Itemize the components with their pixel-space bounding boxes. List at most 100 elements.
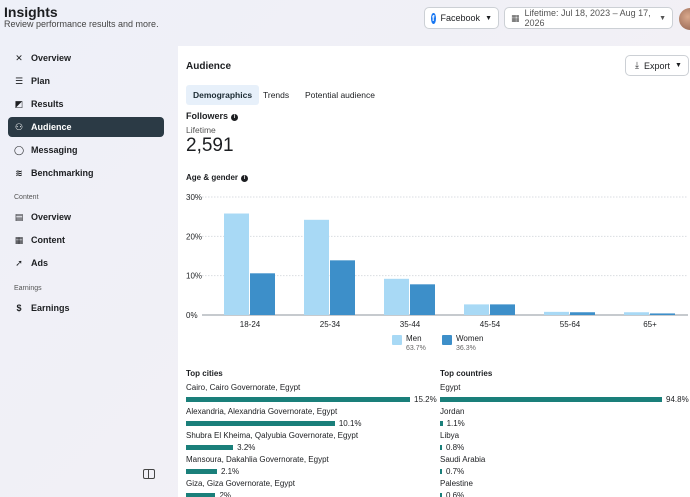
sidebar-item-label: Benchmarking bbox=[31, 168, 94, 178]
list-item-bar-row: 15.2% bbox=[186, 395, 437, 404]
x-tick-label: 55-64 bbox=[560, 320, 581, 329]
list-item-pct: 3.2% bbox=[237, 443, 256, 452]
date-range-label: Lifetime: Jul 18, 2023 – Aug 17, 2026 bbox=[524, 8, 651, 28]
plan-icon: ☰ bbox=[14, 75, 24, 86]
bar-men-55-64[interactable] bbox=[544, 311, 569, 315]
sidebar-item-overview[interactable]: ✕ Overview bbox=[8, 48, 164, 68]
overview-icon: ✕ bbox=[15, 52, 23, 63]
list-item: Mansoura, Dakahlia Governorate, Egypt 2.1… bbox=[186, 455, 329, 479]
sidebar-collapse-icon[interactable] bbox=[143, 469, 155, 479]
sidebar-item-label: Earnings bbox=[31, 303, 70, 313]
followers-count: 2,591 bbox=[186, 135, 234, 156]
sidebar-item-label: Plan bbox=[31, 76, 51, 86]
export-button[interactable]: ⤓ Export ▼ bbox=[625, 55, 689, 76]
tab-potential-audience[interactable]: Potential audience bbox=[305, 90, 375, 100]
age-gender-label: Age & gender i bbox=[186, 173, 249, 182]
tab-trends[interactable]: Trends bbox=[263, 90, 290, 100]
bar-women-35-44[interactable] bbox=[410, 284, 435, 315]
facebook-icon: f bbox=[431, 12, 436, 24]
sidebar-item-earnings[interactable]: $ Earnings bbox=[8, 298, 164, 318]
platform-label: Facebook bbox=[440, 13, 481, 23]
list-item: Saudi Arabia 0.7% bbox=[440, 455, 485, 479]
y-tick-label: 20% bbox=[186, 232, 202, 241]
bar-women-18-24[interactable] bbox=[250, 273, 275, 315]
platform-selector[interactable]: f Facebook ▼ bbox=[424, 7, 499, 29]
list-item-bar-row: 1.1% bbox=[440, 419, 465, 428]
list-item-pct: 2% bbox=[219, 491, 232, 497]
bar-women-55-64[interactable] bbox=[570, 312, 595, 315]
y-tick-label: 10% bbox=[186, 272, 202, 281]
age-gender-label-text: Age & gender bbox=[186, 173, 239, 182]
sidebar: ✕ Overview ☰ Plan ◩ Results ⚇ Audience ◯… bbox=[0, 46, 178, 497]
sidebar-item-plan[interactable]: ☰ Plan bbox=[8, 71, 164, 91]
bar-men-65+[interactable] bbox=[624, 312, 649, 315]
list-item-name: Egypt bbox=[440, 383, 461, 392]
top-cities-title: Top cities bbox=[186, 369, 223, 378]
list-item-bar-row: 10.1% bbox=[186, 419, 362, 428]
sidebar-item-label: Audience bbox=[31, 122, 72, 132]
sidebar-item-content[interactable]: ▦ Content bbox=[8, 230, 164, 250]
list-item-pct: 15.2% bbox=[414, 395, 437, 404]
info-icon[interactable]: i bbox=[231, 114, 239, 121]
list-item-bar bbox=[440, 397, 662, 402]
list-item-bar bbox=[440, 493, 442, 497]
x-tick-label: 25-34 bbox=[320, 320, 341, 329]
sidebar-item-benchmarking[interactable]: ≋ Benchmarking bbox=[8, 163, 164, 183]
sidebar-item-results[interactable]: ◩ Results bbox=[8, 94, 164, 114]
section-label-content: Content bbox=[14, 194, 39, 201]
bar-men-35-44[interactable] bbox=[384, 278, 409, 315]
followers-label-text: Followers bbox=[186, 111, 229, 121]
section-label-earnings: Earnings bbox=[14, 285, 42, 292]
sidebar-item-content-overview[interactable]: ▤ Overview bbox=[8, 207, 164, 227]
page-title: Insights bbox=[4, 4, 58, 20]
chevron-down-icon: ▼ bbox=[659, 14, 666, 22]
list-item-pct: 2.1% bbox=[220, 467, 240, 476]
sidebar-item-label: Overview bbox=[31, 53, 72, 63]
ads-icon: ➚ bbox=[15, 257, 23, 268]
content-icon: ▦ bbox=[14, 234, 24, 245]
benchmarking-icon: ≋ bbox=[15, 167, 23, 178]
bar-women-65+[interactable] bbox=[650, 313, 675, 315]
list-item: Shubra El Kheima, Qalyubia Governorate, … bbox=[186, 431, 358, 455]
list-item-bar bbox=[186, 469, 217, 474]
list-item-bar bbox=[440, 421, 443, 426]
sidebar-item-messaging[interactable]: ◯ Messaging bbox=[8, 140, 164, 160]
sidebar-item-label: Results bbox=[31, 99, 64, 109]
list-item-name: Shubra El Kheima, Qalyubia Governorate, … bbox=[186, 431, 359, 440]
sidebar-item-ads[interactable]: ➚ Ads bbox=[8, 253, 164, 273]
avatar[interactable] bbox=[679, 8, 690, 30]
bar-women-45-54[interactable] bbox=[490, 304, 515, 315]
dollar-icon: $ bbox=[16, 303, 22, 313]
bar-men-18-24[interactable] bbox=[224, 213, 249, 315]
x-tick-label: 45-54 bbox=[480, 320, 501, 329]
list-item-bar bbox=[186, 445, 234, 450]
age-gender-chart-svg: 0% 10% 20% 30% 18-24 25-34 35-44 45-54 55-64 65+ bbox=[186, 193, 688, 329]
list-item: Cairo, Cairo Governorate, Egypt 15.2% bbox=[186, 383, 437, 407]
chevron-down-icon: ▼ bbox=[675, 62, 682, 69]
list-item-bar-row: 0.8% bbox=[440, 443, 464, 452]
bar-men-45-54[interactable] bbox=[464, 304, 489, 315]
list-item-name: Alexandria, Alexandria Governorate, Egyp… bbox=[186, 407, 338, 416]
list-item: Giza, Giza Governorate, Egypt 2% bbox=[186, 479, 295, 497]
sidebar-item-label: Overview bbox=[31, 212, 72, 222]
bar-men-25-34[interactable] bbox=[304, 219, 329, 315]
list-item-name: Cairo, Cairo Governorate, Egypt bbox=[186, 383, 301, 392]
list-item-bar-row: 2% bbox=[186, 491, 295, 497]
list-item-bar-row: 94.8% bbox=[440, 395, 689, 404]
list-item-pct: 10.1% bbox=[338, 419, 362, 428]
list-item-pct: 0.8% bbox=[446, 443, 465, 452]
chevron-down-icon: ▼ bbox=[485, 14, 492, 22]
list-item-bar-row: 0.7% bbox=[440, 467, 485, 476]
y-tick-label: 30% bbox=[186, 193, 202, 202]
sidebar-item-audience[interactable]: ⚇ Audience bbox=[8, 117, 164, 137]
list-item: Jordan 1.1% bbox=[440, 407, 465, 431]
list-item-bar bbox=[440, 469, 442, 474]
legend-swatch-men bbox=[392, 335, 402, 345]
list-item-pct: 0.7% bbox=[446, 467, 465, 476]
info-icon[interactable]: i bbox=[241, 175, 249, 182]
bar-women-25-34[interactable] bbox=[330, 260, 355, 315]
list-item-name: Jordan bbox=[440, 407, 465, 416]
list-item-bar-row: 2.1% bbox=[186, 467, 329, 476]
date-range-selector[interactable]: ▦ Lifetime: Jul 18, 2023 – Aug 17, 2026 … bbox=[504, 7, 673, 29]
tab-demographics[interactable]: Demographics bbox=[186, 85, 260, 105]
